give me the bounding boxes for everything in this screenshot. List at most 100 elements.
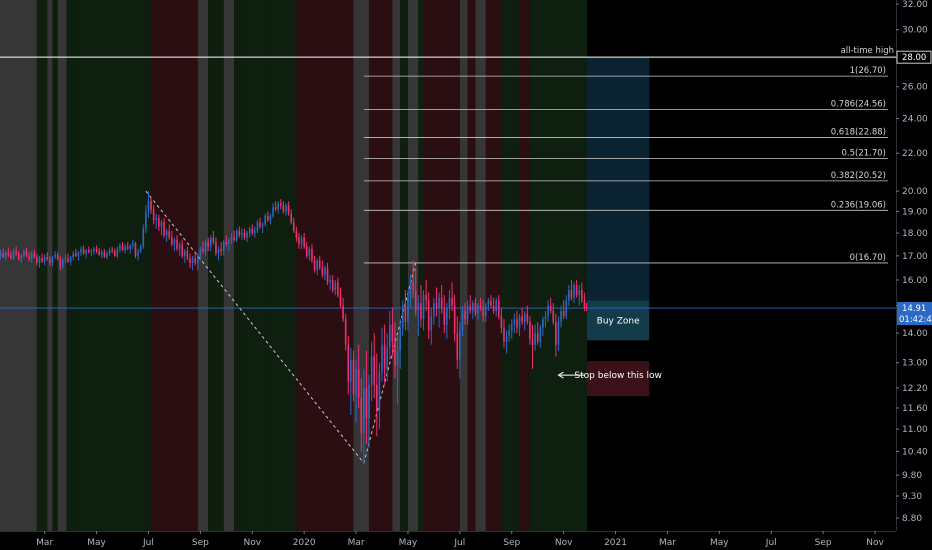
- candle-body: [549, 305, 552, 312]
- candle-body: [124, 246, 126, 251]
- time-axis[interactable]: Mar May Jul Sep Nov 2020 Mar May Jul Sep Nov 2021 Ma…: [0, 531, 932, 550]
- time-tick-label: Nov: [243, 538, 261, 548]
- candle-body: [295, 230, 298, 238]
- buy-zone[interactable]: [586, 300, 650, 341]
- time-tick-label: Nov: [866, 538, 884, 548]
- trend-lines[interactable]: [145, 190, 417, 464]
- candle-body: [215, 242, 217, 254]
- candle-body: [508, 330, 510, 336]
- candle-body: [472, 303, 474, 312]
- time-tick-label: Mar: [36, 538, 53, 548]
- price-axis[interactable]: 8.80 9.30 9.80 10.40 11.00 11.60 12.20 13.00 14.…: [896, 0, 932, 550]
- candle-body: [51, 257, 54, 263]
- candle-body: [404, 305, 407, 322]
- candle-body: [202, 248, 204, 252]
- candle-body: [145, 211, 147, 229]
- candle-body: [492, 305, 495, 312]
- candle-body: [194, 258, 196, 263]
- background-band: [52, 0, 58, 531]
- candle-body: [160, 222, 163, 227]
- candle-body: [459, 330, 461, 360]
- candle-body: [479, 305, 482, 309]
- candles-layer: [0, 191, 588, 464]
- fib-retracement[interactable]: all-time high 1(26.70) 0.786(24.56) 0.618(2…: [0, 46, 896, 309]
- price-axis-background: [896, 0, 932, 550]
- all-time-high-tag-label: 28.00: [902, 53, 926, 63]
- candle-body: [386, 347, 389, 369]
- candle-body: [116, 248, 119, 256]
- candle-body: [54, 254, 56, 258]
- candle-body: [36, 257, 38, 263]
- candle-body: [111, 250, 113, 252]
- candle-body: [433, 303, 435, 317]
- candle-body: [360, 397, 363, 433]
- candle-body: [497, 300, 500, 317]
- candle-body: [565, 300, 568, 317]
- candle-body: [298, 237, 300, 245]
- candle-body: [17, 253, 20, 260]
- trend-line[interactable]: [363, 262, 417, 464]
- candle-body: [106, 253, 108, 258]
- candle-body: [7, 252, 10, 255]
- candle-body: [581, 290, 583, 301]
- price-tick-label: 19.00: [902, 208, 928, 218]
- bar-countdown-label: 01:42:42: [899, 315, 932, 325]
- candle-body: [430, 316, 433, 331]
- price-tick-label: 16.00: [902, 276, 928, 286]
- candle-body: [391, 324, 394, 342]
- candle-body: [155, 217, 158, 221]
- candle-body: [12, 251, 15, 259]
- candle-body: [0, 253, 2, 256]
- candle-body: [513, 319, 516, 325]
- candle-body: [339, 295, 342, 306]
- annotations-layer[interactable]: Buy Zone Stop below this low: [557, 316, 662, 381]
- background-band: [418, 0, 424, 531]
- candle-body: [230, 237, 233, 240]
- candle-body: [373, 356, 376, 385]
- candle-body: [547, 305, 549, 317]
- candle-body: [150, 201, 152, 210]
- candle-body: [500, 316, 503, 328]
- background-band: [400, 0, 408, 531]
- candle-body: [383, 344, 386, 369]
- candle-body: [355, 368, 357, 395]
- candle-body: [331, 279, 334, 291]
- candle-body: [357, 368, 360, 398]
- candle-body: [77, 252, 80, 256]
- candle-body: [505, 335, 508, 342]
- candle-body: [269, 215, 272, 221]
- candle-body: [46, 257, 49, 260]
- price-tick-label: 12.20: [902, 384, 928, 394]
- price-tick-label: 30.00: [902, 26, 928, 36]
- candle-body: [461, 311, 464, 331]
- trend-line[interactable]: [145, 190, 365, 464]
- candle-body: [59, 259, 62, 267]
- candle-body: [318, 260, 321, 268]
- candle-body: [495, 300, 497, 312]
- candle-body: [67, 258, 69, 262]
- candle-body: [62, 259, 64, 267]
- candle-body: [248, 228, 251, 234]
- candle-body: [152, 209, 155, 221]
- candle-body: [308, 248, 311, 256]
- candle-body: [108, 250, 111, 254]
- candle-body: [443, 308, 446, 325]
- candle-body: [261, 224, 264, 227]
- candle-body: [163, 222, 165, 236]
- candle-body: [557, 321, 560, 345]
- candle-body: [256, 222, 259, 231]
- time-tick-label: May: [710, 538, 729, 548]
- last-price-label: 14.91: [902, 304, 926, 314]
- background-band: [208, 0, 224, 531]
- price-tick-label: 9.30: [902, 492, 922, 502]
- candle-body: [446, 308, 448, 325]
- background-band: [265, 0, 297, 531]
- background-band: [392, 0, 401, 531]
- candle-body: [287, 205, 290, 214]
- candle-body: [158, 217, 160, 227]
- background-band: [197, 0, 209, 531]
- background-band: [475, 0, 486, 531]
- candle-body: [412, 282, 414, 291]
- price-tick-label: 9.80: [902, 471, 922, 481]
